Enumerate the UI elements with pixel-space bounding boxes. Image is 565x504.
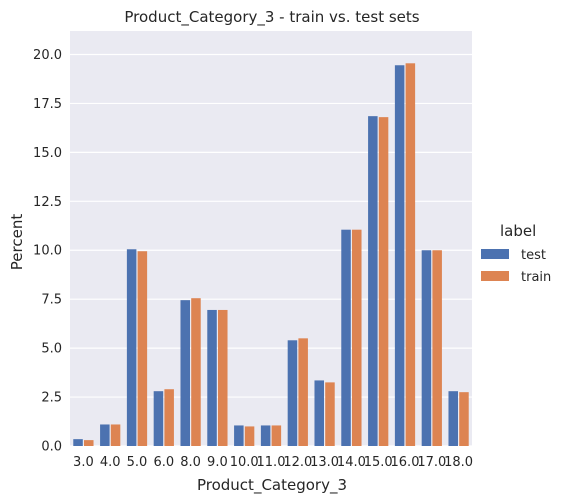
y-tick-label: 12.5 — [33, 195, 62, 210]
legend: label test train — [481, 222, 551, 285]
y-tick-label: 2.5 — [41, 391, 62, 406]
x-tick-label: 10.0 — [230, 455, 259, 470]
bar-train-6.0 — [164, 389, 174, 446]
x-tick-labels: 3.0 4.0 5.0 6.0 8.0 9.0 10.011.012.013.014.015… — [73, 455, 473, 470]
x-tick-label: 8.0 — [180, 455, 201, 470]
bar-test-12.0 — [287, 340, 298, 446]
bar-train-13.0 — [325, 382, 335, 446]
gridlines — [70, 53, 472, 447]
bar-train-17.0 — [432, 250, 442, 446]
y-tick-label: 7.5 — [41, 293, 62, 308]
bar-test-8.0 — [180, 300, 190, 446]
bar-test-5.0 — [126, 249, 137, 446]
plot-area — [70, 31, 472, 446]
bar-test-13.0 — [314, 380, 324, 446]
bar-test-10.0 — [234, 425, 244, 446]
y-tick-label: 15.0 — [33, 146, 62, 161]
bar-train-11.0 — [271, 425, 282, 446]
bar-train-12.0 — [298, 338, 308, 446]
bar-train-10.0 — [244, 426, 255, 446]
y-tick-label: 17.5 — [33, 97, 62, 112]
bar-train-16.0 — [405, 63, 416, 446]
x-tick-label: 12.0 — [283, 455, 312, 470]
bar-test-16.0 — [394, 65, 405, 446]
x-tick-label: 6.0 — [153, 455, 174, 470]
legend-swatch-test — [481, 249, 509, 259]
bar-test-9.0 — [207, 309, 217, 446]
bar-test-11.0 — [260, 425, 271, 446]
bar-train-9.0 — [218, 309, 228, 446]
x-tick-label: 17.0 — [417, 455, 446, 470]
bar-test-14.0 — [341, 229, 351, 446]
bar-test-18.0 — [448, 391, 458, 446]
bar-train-8.0 — [191, 298, 201, 446]
x-tick-label: 3.0 — [73, 455, 94, 470]
x-tick-label: 5.0 — [127, 455, 148, 470]
bar-test-15.0 — [368, 116, 378, 446]
y-tick-label: 10.0 — [33, 244, 62, 259]
chart-title: Product_Category_3 - train vs. test sets — [124, 8, 419, 27]
y-tick-label: 20.0 — [33, 48, 62, 63]
bar-train-14.0 — [352, 229, 362, 446]
x-tick-label: 13.0 — [310, 455, 339, 470]
y-axis-title: Percent — [8, 214, 26, 271]
bar-test-4.0 — [100, 424, 110, 446]
bar-train-18.0 — [459, 392, 469, 446]
bar-test-6.0 — [153, 391, 164, 446]
x-axis-title: Product_Category_3 — [197, 476, 347, 495]
x-tick-label: 9.0 — [207, 455, 228, 470]
bar-train-15.0 — [378, 117, 389, 446]
x-tick-label: 4.0 — [100, 455, 121, 470]
bar-test-17.0 — [421, 250, 432, 446]
y-tick-labels: 0.0 2.5 5.0 7.5 10.0 12.5 15.0 17.5 20.0 — [33, 48, 62, 455]
bar-train-4.0 — [110, 424, 121, 446]
bar-train-5.0 — [137, 251, 148, 446]
x-tick-label: 11.0 — [257, 455, 286, 470]
x-tick-label: 18.0 — [444, 455, 473, 470]
legend-title: label — [500, 222, 536, 240]
bar-train-3.0 — [84, 440, 94, 446]
x-tick-label: 15.0 — [364, 455, 393, 470]
legend-label-test: test — [521, 248, 546, 263]
legend-swatch-train — [481, 271, 509, 281]
y-tick-label: 0.0 — [41, 440, 62, 455]
y-tick-label: 5.0 — [41, 342, 62, 357]
x-tick-label: 16.0 — [391, 455, 420, 470]
x-tick-label: 14.0 — [337, 455, 366, 470]
bars — [73, 63, 469, 446]
bar-test-3.0 — [73, 439, 83, 446]
legend-label-train: train — [521, 270, 551, 285]
